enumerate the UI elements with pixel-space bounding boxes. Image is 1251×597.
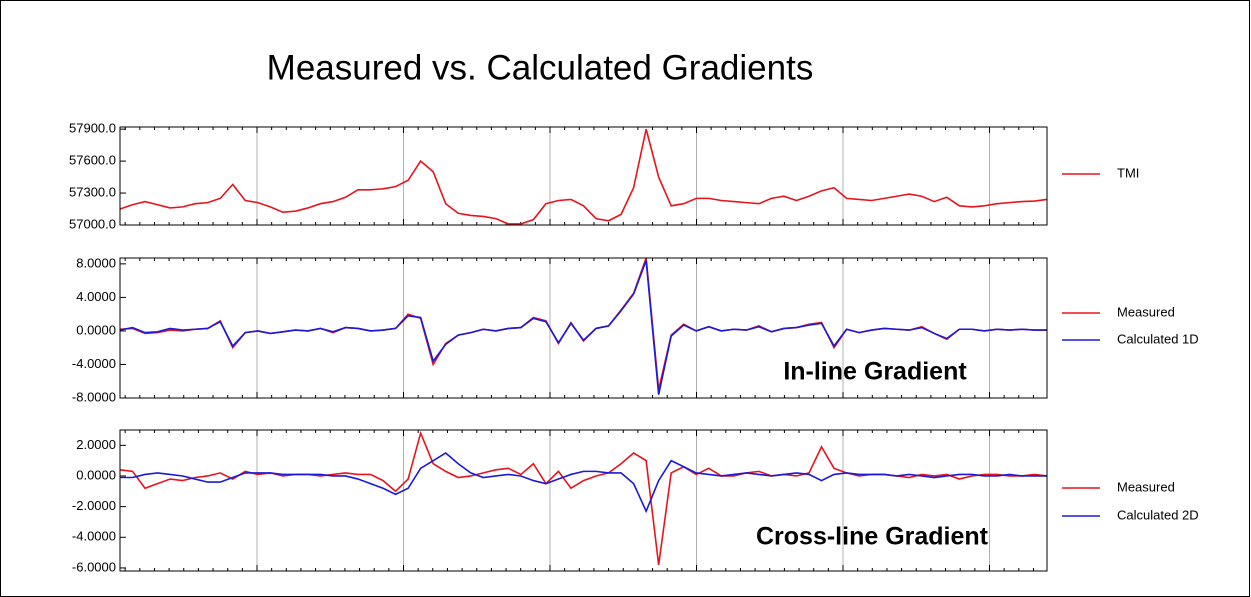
legend-label: TMI <box>1117 165 1139 180</box>
series-line <box>119 128 1048 225</box>
y-tick-label: -4.0000 <box>72 356 116 371</box>
legend-label: Calculated 1D <box>1117 331 1199 346</box>
y-tick-label: 8.0000 <box>76 255 116 270</box>
y-tick-label: 0.0000 <box>76 322 116 337</box>
y-tick-label: 4.0000 <box>76 289 116 304</box>
chart-title: Measured vs. Calculated Gradients <box>267 48 814 87</box>
y-tick-label: 0.0000 <box>76 467 116 482</box>
annotation: Cross-line Gradient <box>756 523 989 551</box>
legend-label: Calculated 2D <box>1117 507 1199 522</box>
y-tick-label: 57000.0 <box>69 216 116 231</box>
legend-label: Measured <box>1117 304 1175 319</box>
y-tick-label: -6.0000 <box>72 559 116 574</box>
legend-label: Measured <box>1117 479 1175 494</box>
plot-frame <box>119 126 1048 226</box>
y-tick-label: -2.0000 <box>72 498 116 513</box>
y-tick-label: 2.0000 <box>76 437 116 452</box>
series-line <box>120 452 1047 514</box>
plot-frame <box>119 429 1048 572</box>
y-tick-label: 57900.0 <box>69 121 116 136</box>
y-tick-label: -8.0000 <box>72 389 116 404</box>
y-tick-label: 57600.0 <box>69 153 116 168</box>
y-tick-label: -4.0000 <box>72 529 116 544</box>
plot-frame <box>119 257 1048 399</box>
y-tick-label: 57300.0 <box>69 184 116 199</box>
series-line <box>119 260 1047 395</box>
annotation: In-line Gradient <box>783 358 967 386</box>
